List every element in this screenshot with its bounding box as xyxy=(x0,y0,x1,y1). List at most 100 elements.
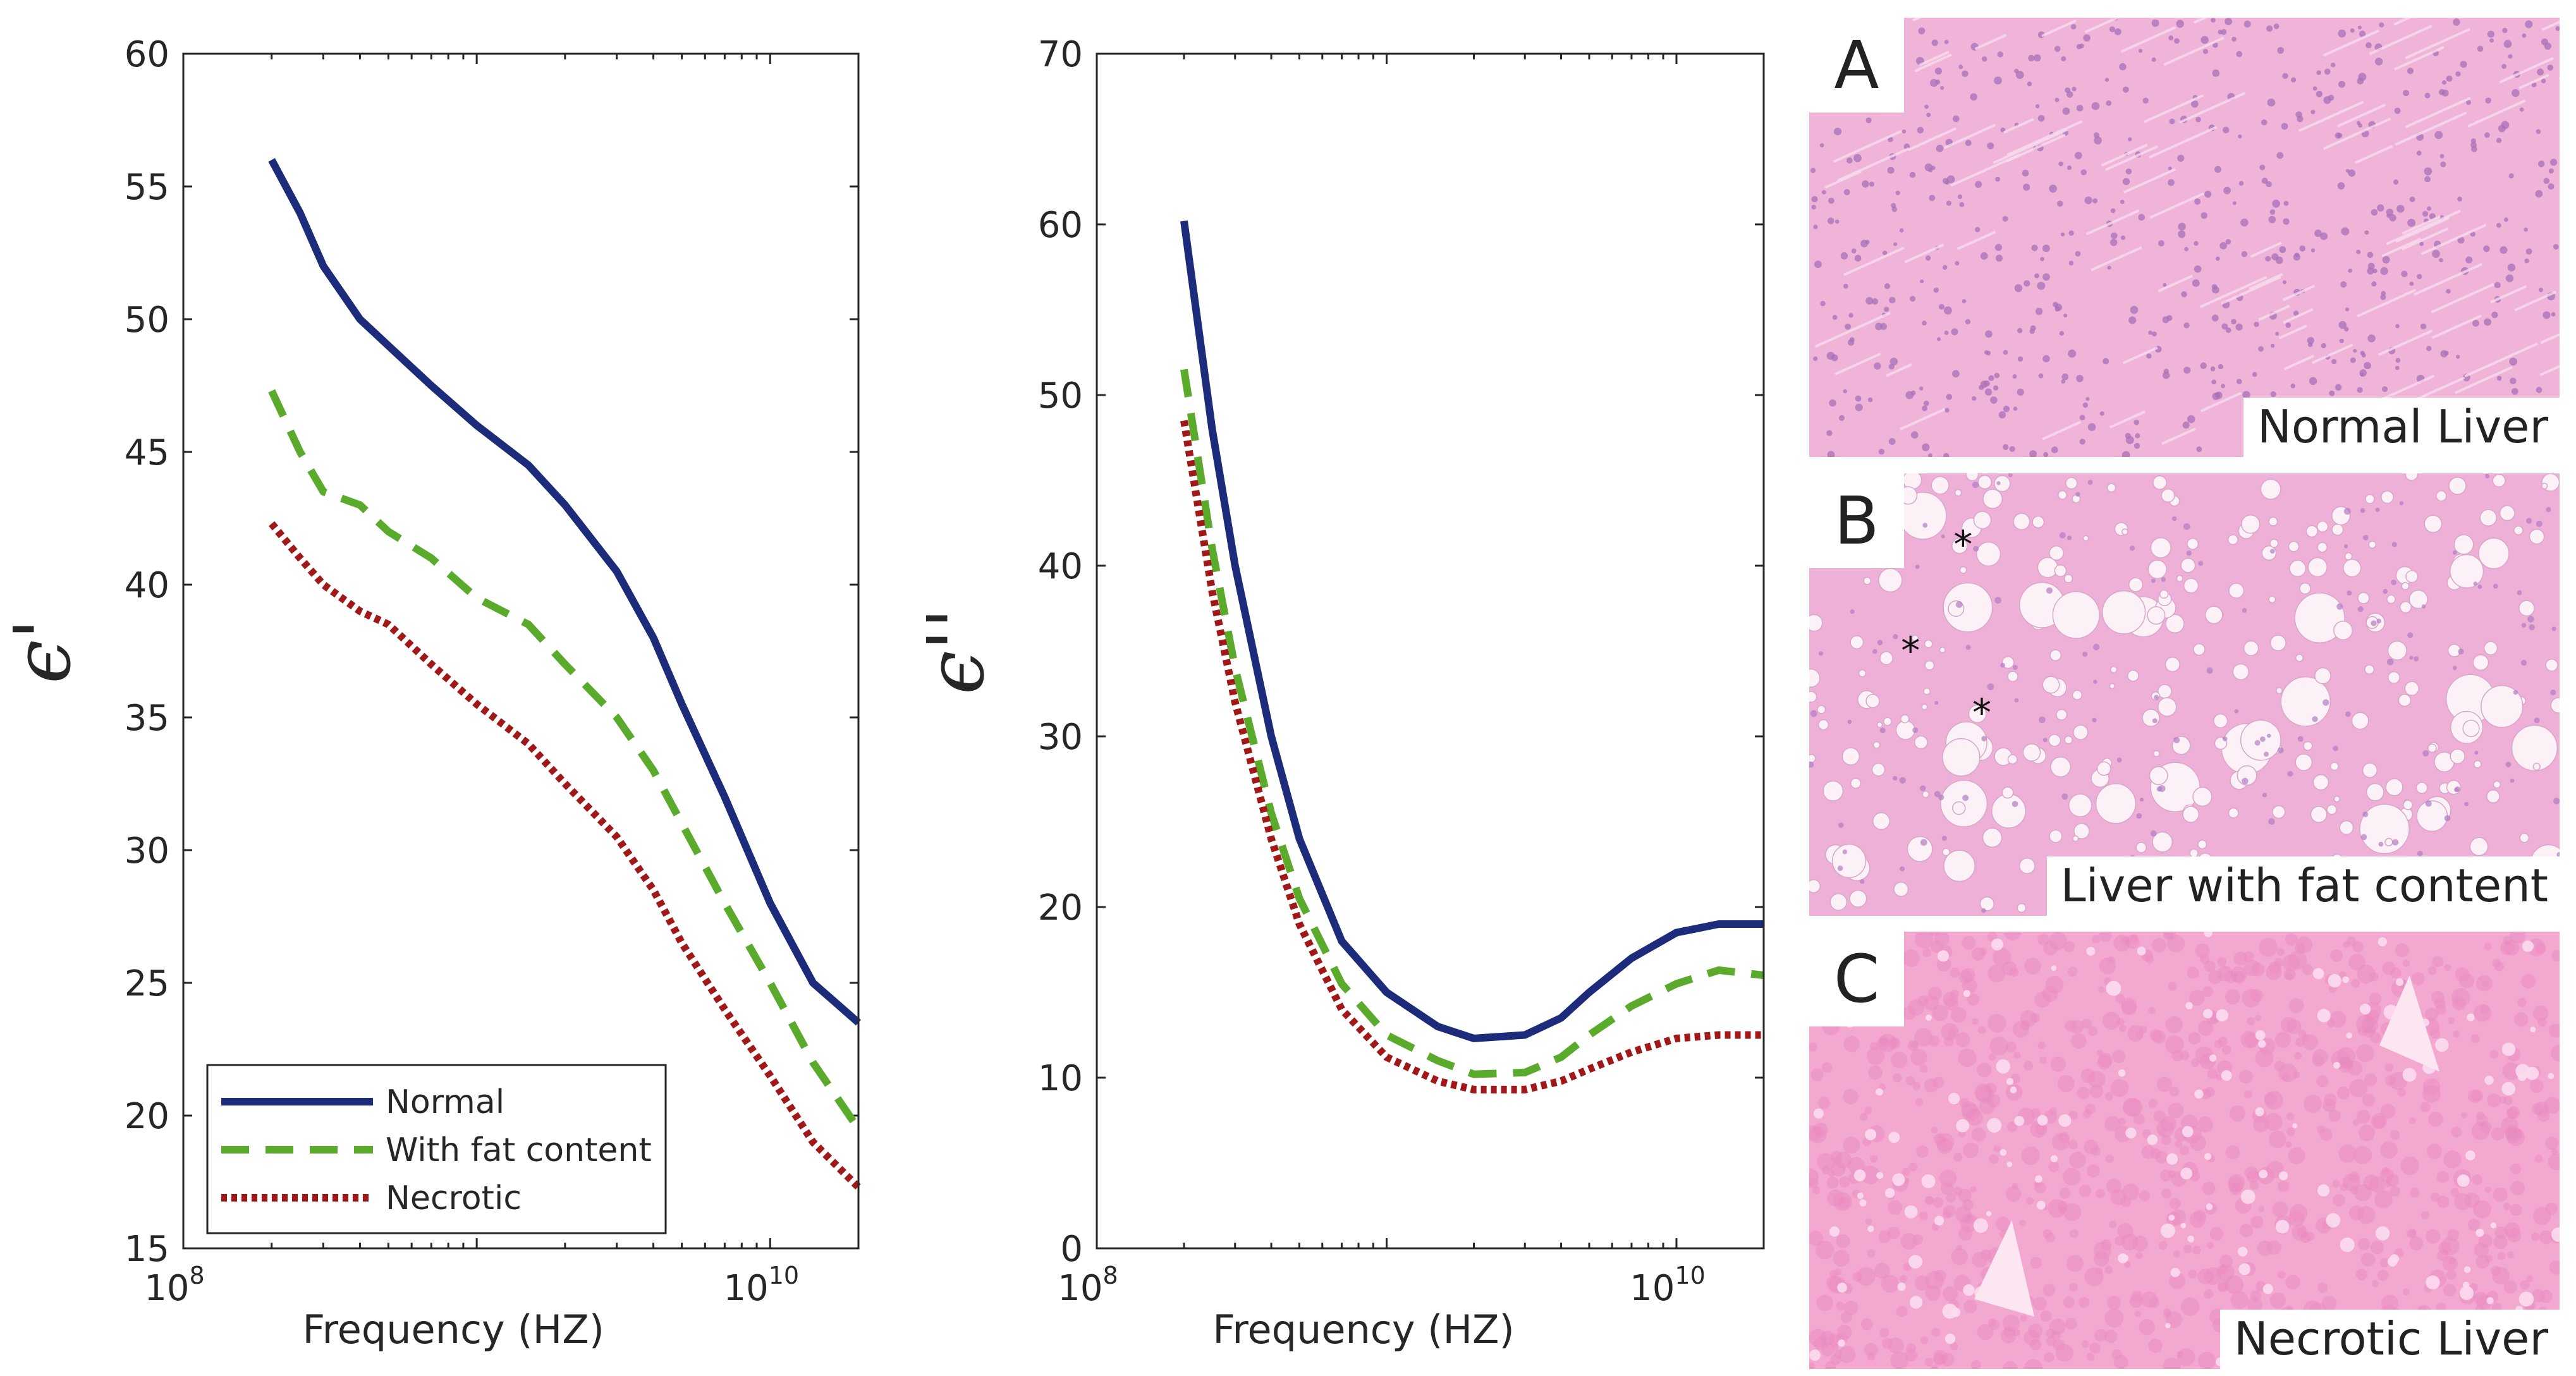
necrotic-blob xyxy=(2106,1295,2121,1310)
nucleus xyxy=(2392,839,2399,846)
necrotic-blob xyxy=(2233,951,2248,966)
pale-gap xyxy=(2333,1061,2340,1069)
nucleus xyxy=(2129,545,2135,551)
necrotic-blob xyxy=(1864,1107,1872,1115)
necrotic-blob xyxy=(2431,990,2445,1004)
nucleus xyxy=(2323,699,2329,706)
nucleus xyxy=(1849,337,1855,343)
nucleus xyxy=(1860,240,1869,248)
necrotic-blob xyxy=(2402,959,2410,967)
necrotic-blob xyxy=(2225,989,2241,1005)
fat-vacuole xyxy=(2368,540,2377,549)
nucleus xyxy=(2401,271,2408,277)
necrotic-blob xyxy=(2517,997,2527,1008)
nucleus xyxy=(2548,183,2555,190)
necrotic-blob xyxy=(1867,1353,1876,1361)
nucleus xyxy=(2424,92,2431,99)
pale-gap xyxy=(2050,1155,2058,1162)
fat-vacuole xyxy=(2228,807,2239,819)
necrotic-blob xyxy=(2175,1140,2183,1148)
fat-vacuole xyxy=(2351,712,2369,730)
pale-gap xyxy=(2160,1223,2175,1238)
necrotic-blob xyxy=(1950,989,1959,999)
necrotic-blob xyxy=(1830,1161,1846,1177)
necrotic-blob xyxy=(1962,1103,1980,1121)
necrotic-blob xyxy=(2197,1020,2214,1036)
necrotic-blob xyxy=(1809,1329,1828,1348)
necrotic-blob xyxy=(2264,1092,2277,1105)
fat-vacuole xyxy=(1939,647,1946,654)
nucleus xyxy=(2343,544,2348,549)
necrotic-blob xyxy=(2206,1241,2214,1249)
necrotic-blob xyxy=(2506,1107,2518,1119)
necrotic-blob xyxy=(1932,1353,1946,1366)
necrotic-blob xyxy=(2088,1071,2106,1088)
nucleus xyxy=(2012,665,2018,670)
nucleus xyxy=(2290,383,2296,389)
nucleus xyxy=(2075,492,2080,497)
pale-gap xyxy=(2395,978,2404,986)
nucleus xyxy=(2171,516,2177,521)
sinusoid xyxy=(2467,99,2527,128)
pale-gap xyxy=(2168,1214,2175,1221)
fat-vacuole xyxy=(2018,857,2036,874)
necrotic-blob xyxy=(2099,957,2116,975)
necrotic-blob xyxy=(2115,1236,2125,1246)
nucleus xyxy=(2496,137,2502,143)
nucleus xyxy=(2210,366,2216,372)
nucleus xyxy=(1855,395,1862,402)
nucleus xyxy=(2297,736,2304,742)
fat-vacuole xyxy=(1982,489,2003,509)
fat-vacuole xyxy=(2408,590,2428,609)
fat-vacuole xyxy=(2176,575,2183,582)
fat-vacuole xyxy=(1849,889,1867,908)
nucleus xyxy=(2422,750,2429,757)
necrotic-blob xyxy=(2139,1025,2147,1033)
fat-vacuole xyxy=(2450,554,2484,588)
nucleus xyxy=(2219,241,2227,250)
fat-vacuole xyxy=(1965,473,1979,482)
nucleus xyxy=(2509,357,2517,366)
necrotic-blob xyxy=(2478,1234,2493,1248)
fat-vacuole xyxy=(1924,639,1933,648)
nucleus xyxy=(2053,301,2058,308)
nucleus xyxy=(2335,384,2342,391)
nucleus xyxy=(2263,752,2269,757)
fat-vacuole xyxy=(2473,760,2482,769)
sinusoid xyxy=(2194,18,2208,24)
nucleus xyxy=(1879,728,1886,734)
nucleus xyxy=(1985,330,1993,338)
fat-vacuole xyxy=(1895,720,1915,740)
pale-gap xyxy=(1837,1282,1847,1293)
fat-vacuole xyxy=(1922,790,1930,798)
nucleus xyxy=(2092,717,2097,722)
necrotic-blob xyxy=(2336,1086,2350,1100)
nucleus xyxy=(2201,35,2209,44)
necrotic-blob xyxy=(1931,1126,1938,1134)
fat-vacuole xyxy=(1809,753,1816,763)
necrotic-blob xyxy=(2011,1183,2018,1190)
nucleus xyxy=(2270,343,2275,348)
necrotic-blob xyxy=(2338,1144,2357,1163)
nucleus xyxy=(2066,535,2072,540)
sinusoid xyxy=(2431,314,2482,339)
necrotic-blob xyxy=(1920,1336,1929,1344)
pale-gap xyxy=(2051,965,2057,971)
nucleus xyxy=(2553,243,2559,250)
nucleus xyxy=(2537,68,2544,76)
necrotic-blob xyxy=(1816,1294,1833,1312)
necrotic-blob xyxy=(2002,1314,2020,1332)
necrotic-blob xyxy=(2024,958,2041,975)
nucleus xyxy=(2266,181,2272,188)
nucleus xyxy=(1981,56,1987,62)
necrotic-blob xyxy=(2179,1145,2190,1155)
necrotic-blob xyxy=(2164,932,2174,939)
axes-box xyxy=(1096,52,1765,1250)
nucleus xyxy=(2343,508,2351,515)
nucleus xyxy=(2395,365,2400,370)
y-tick-label: 15 xyxy=(125,1229,169,1270)
necrotic-blob xyxy=(2450,1188,2460,1197)
nucleus xyxy=(2424,176,2431,183)
pale-gap xyxy=(2238,1263,2250,1276)
nucleus xyxy=(2422,210,2429,217)
